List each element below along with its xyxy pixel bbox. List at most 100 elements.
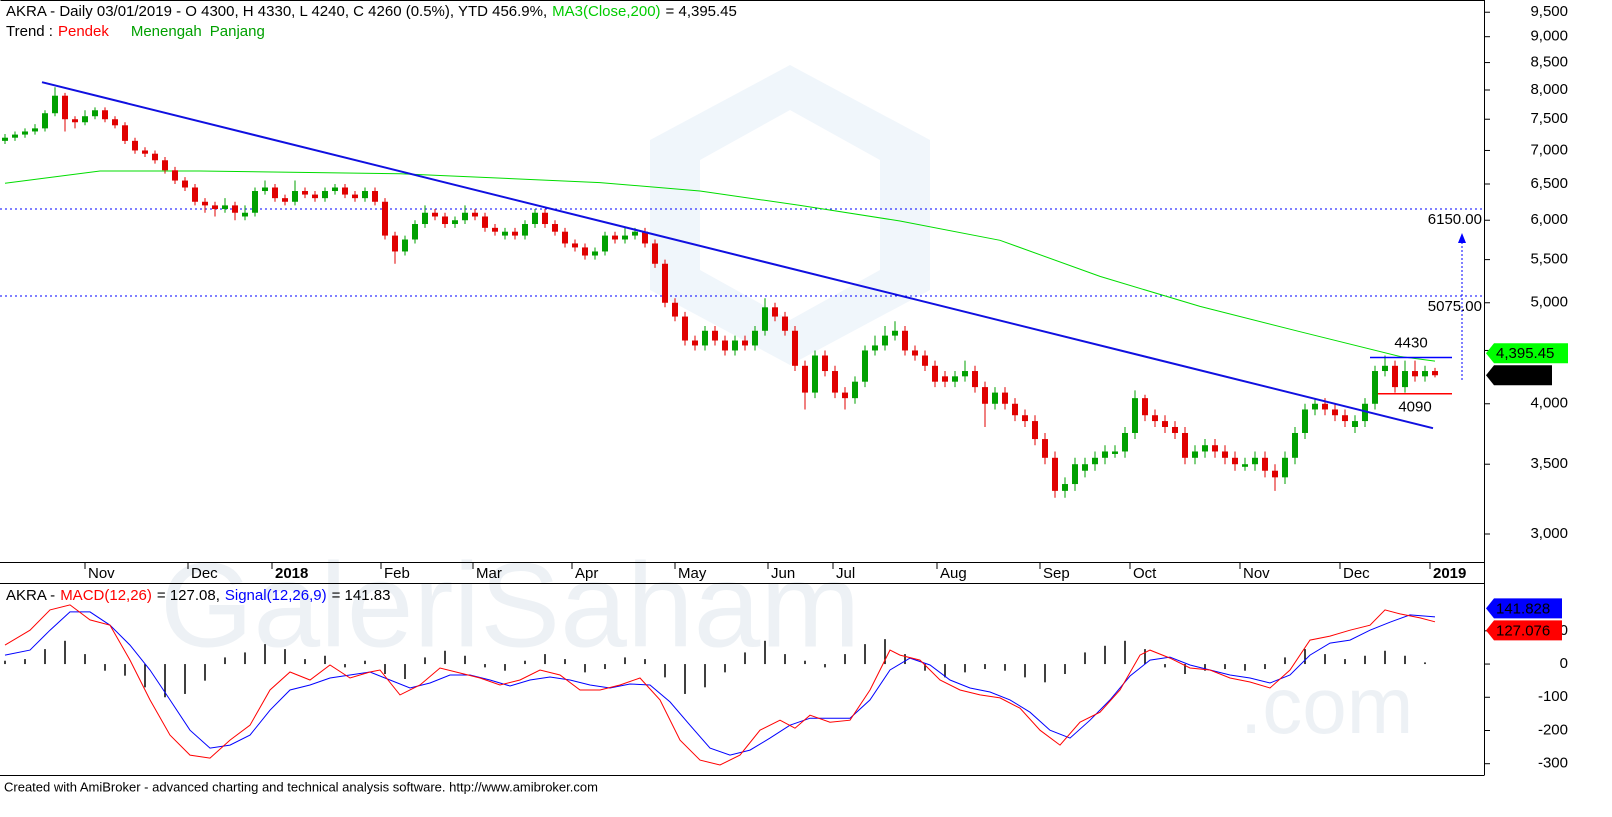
candle-body xyxy=(302,191,308,195)
candle-body xyxy=(52,95,58,114)
candle-body xyxy=(1342,415,1348,422)
candle-body xyxy=(12,134,18,138)
candle-body xyxy=(722,340,728,351)
candle-body xyxy=(532,212,538,225)
x-tick-label: Jul xyxy=(836,565,855,582)
macd-text: = 127.08, xyxy=(157,587,220,604)
candle-body xyxy=(1112,451,1118,454)
candle-body xyxy=(452,220,458,225)
candle-body xyxy=(1042,439,1048,458)
y-tick-label: 6,000 xyxy=(1530,211,1568,228)
y-tick-label: 8,000 xyxy=(1530,81,1568,98)
watermark-logo xyxy=(650,65,930,365)
trend-medium: Menengah xyxy=(131,23,202,40)
candle-body xyxy=(262,187,268,192)
logo-hex-inner xyxy=(700,110,880,320)
x-tick-label: Apr xyxy=(575,565,598,582)
candle-body xyxy=(712,330,718,341)
candle-body xyxy=(822,355,828,372)
candle-body xyxy=(222,205,228,210)
macd-y-tick-label: -200 xyxy=(1538,721,1568,738)
candle-body xyxy=(902,330,908,351)
close-last-label: 4,260 xyxy=(1496,367,1534,384)
candle-body xyxy=(202,201,208,206)
x-tick-label: Nov xyxy=(1243,565,1270,582)
candle-body xyxy=(1072,464,1078,485)
candle-body xyxy=(702,330,708,346)
target-label: 6150.00 xyxy=(1428,211,1482,228)
candle-body xyxy=(872,345,878,351)
candle-body xyxy=(1202,445,1208,452)
signal-text: = 141.83 xyxy=(332,587,391,604)
candle-body xyxy=(272,187,278,199)
candle-body xyxy=(1302,409,1308,433)
candle-body xyxy=(342,187,348,195)
y-tick-label: 5,000 xyxy=(1530,294,1568,311)
candle-body xyxy=(1292,432,1298,458)
macd-last-label: 127.076 xyxy=(1496,622,1550,639)
signal-name: Signal(12,26,9) xyxy=(225,587,327,604)
y-tick-label: 9,000 xyxy=(1530,28,1568,45)
target-arrow-head xyxy=(1458,233,1466,243)
candle-body xyxy=(232,205,238,213)
candle-body xyxy=(522,224,528,236)
candle-body xyxy=(242,212,248,217)
candle-body xyxy=(792,330,798,366)
candle-body xyxy=(1252,457,1258,465)
candle-body xyxy=(1422,371,1428,377)
candle-body xyxy=(982,387,988,404)
candle-body xyxy=(1432,371,1438,376)
candle-body xyxy=(842,392,848,399)
candle-body xyxy=(482,216,488,228)
candle-body xyxy=(142,150,148,154)
candle-body xyxy=(1022,415,1028,422)
candle-body xyxy=(212,205,218,210)
candle-body xyxy=(492,227,498,232)
candle-body xyxy=(1232,457,1238,465)
x-tick-label: Jun xyxy=(771,565,795,582)
candle-body xyxy=(562,231,568,244)
candle-body xyxy=(172,170,178,181)
candle-body xyxy=(502,231,508,236)
candle-body xyxy=(332,187,338,192)
candle-body xyxy=(412,224,418,240)
candle-body xyxy=(1052,457,1058,491)
candle-body xyxy=(72,119,78,123)
candle-body xyxy=(572,243,578,248)
x-tick-label: Dec xyxy=(1343,565,1370,582)
x-tick-label: Aug xyxy=(940,565,967,582)
signal-last-label: 141.828 xyxy=(1496,600,1550,617)
candle-body xyxy=(592,251,598,256)
candle-body xyxy=(1282,457,1288,478)
macd-y-tick-label: -300 xyxy=(1538,755,1568,772)
candle-body xyxy=(942,376,948,382)
signal-last-box xyxy=(1486,598,1562,619)
candle-body xyxy=(1102,451,1108,458)
candle-body xyxy=(812,355,818,393)
candle-body xyxy=(192,187,198,202)
candle-body xyxy=(352,194,358,199)
candle-body xyxy=(1242,464,1248,467)
footer: Created with AmiBroker - advanced charti… xyxy=(4,779,598,794)
candle-body xyxy=(362,191,368,199)
candle-body xyxy=(1122,432,1128,452)
ma-text: = 4,395.45 xyxy=(666,3,737,20)
candle-body xyxy=(182,180,188,188)
candle-body xyxy=(1182,432,1188,458)
candle-body xyxy=(1062,484,1068,491)
candle-body xyxy=(92,110,98,117)
candle-body xyxy=(372,191,378,202)
y-tick-label: 3,500 xyxy=(1530,455,1568,472)
macd-prefix: AKRA - xyxy=(6,587,55,604)
candle-body xyxy=(1172,426,1178,433)
candle-body xyxy=(782,316,788,331)
candle-body xyxy=(612,235,618,240)
candle-body xyxy=(1012,403,1018,416)
candle-body xyxy=(852,381,858,399)
macd-header: AKRA - MACD(12,26) = 127.08, Signal(12,26,9… xyxy=(6,587,390,604)
candle-body xyxy=(402,239,408,252)
candle-body xyxy=(122,125,128,141)
candle-body xyxy=(552,224,558,232)
candle-body xyxy=(952,376,958,382)
